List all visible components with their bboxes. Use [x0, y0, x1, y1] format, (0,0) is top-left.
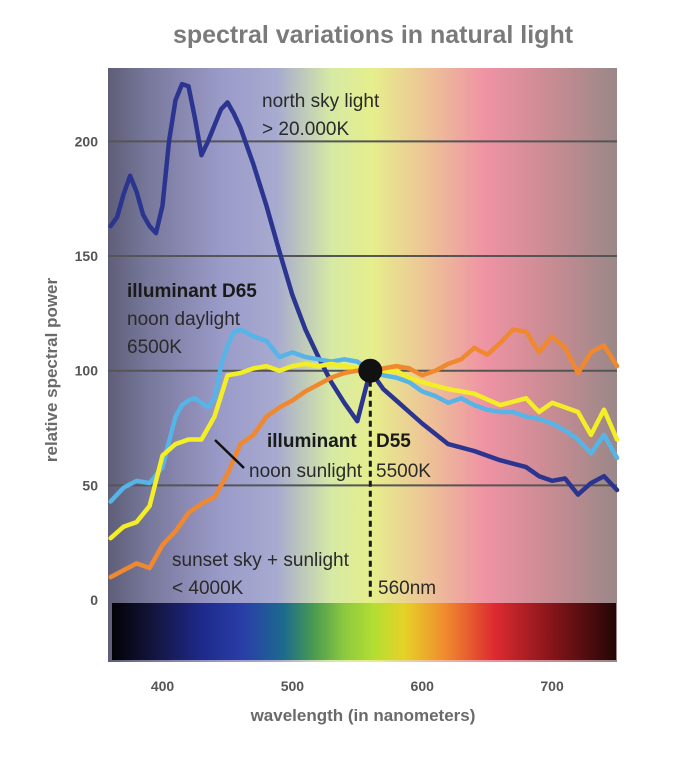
axis-ticks: 0 50 100 150 200 400 500 600 700 — [75, 133, 564, 694]
560nm-label: 560nm — [378, 578, 436, 599]
x-tick-label: 700 — [540, 678, 564, 694]
d65-label-title: illuminant D65 — [127, 281, 257, 302]
noon-sunlight-leader-line — [214, 439, 245, 469]
x-axis-title: wavelength (in nanometers) — [250, 706, 476, 725]
y-axis-title: relative spectral power — [42, 277, 61, 462]
series-line-illuminant-d65 — [108, 327, 620, 504]
visible-spectrum-bar — [112, 603, 616, 660]
y-tick-label: 150 — [75, 248, 99, 264]
sunset-label-line1: sunset sky + sunlight — [172, 550, 350, 571]
d55-label-title: illuminant — [267, 431, 357, 452]
d65-label-line2: 6500K — [127, 337, 182, 358]
y-tick-label: 0 — [90, 592, 98, 608]
y-tick-label: 200 — [75, 133, 99, 149]
y-tick-label: 50 — [82, 477, 98, 493]
north-sky-label-line1: north sky light — [262, 91, 380, 112]
d65-label-line1: noon daylight — [127, 309, 241, 330]
d55-label-code: D55 — [376, 431, 411, 452]
x-tick-label: 400 — [151, 678, 175, 694]
chart-title: spectral variations in natural light — [173, 21, 574, 49]
x-tick-label: 600 — [411, 678, 435, 694]
x-tick-label: 500 — [281, 678, 305, 694]
560nm-highlight-point — [358, 358, 383, 383]
sunset-label-line2: < 4000K — [172, 578, 244, 599]
series-line-noon-sunlight — [108, 361, 620, 541]
series-line-north-sky-light — [108, 81, 620, 497]
d55-label-temperature: 5500K — [376, 461, 431, 482]
north-sky-label-line2: > 20.000K — [262, 119, 349, 140]
noon-sunlight-label: noon sunlight — [249, 461, 363, 482]
y-tick-label: 100 — [75, 363, 99, 379]
